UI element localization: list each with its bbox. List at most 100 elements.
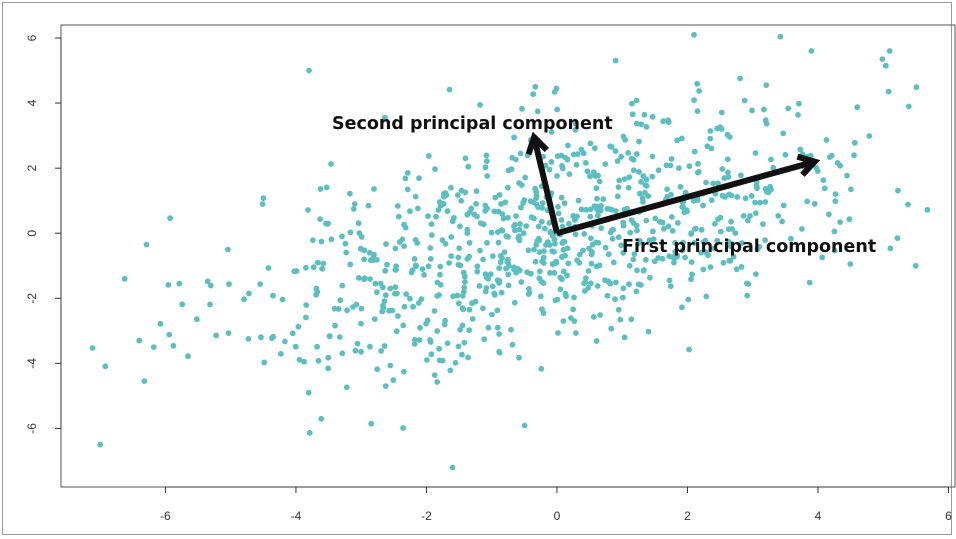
data-point	[616, 177, 623, 184]
data-point	[566, 171, 573, 178]
x-tick-label: -2	[421, 509, 432, 523]
data-point	[587, 173, 593, 180]
data-point	[625, 184, 632, 191]
data-point	[323, 184, 330, 191]
data-point	[459, 292, 466, 299]
data-point	[310, 264, 317, 271]
data-point	[642, 182, 649, 188]
data-point	[548, 159, 555, 165]
data-point	[620, 285, 627, 292]
data-point	[499, 211, 506, 218]
data-point	[353, 301, 360, 308]
data-point	[844, 172, 850, 179]
data-point	[97, 441, 104, 448]
data-point	[645, 193, 652, 200]
data-point	[643, 217, 650, 224]
data-point	[725, 169, 731, 176]
data-point	[854, 104, 861, 111]
data-point	[176, 280, 183, 287]
data-point	[672, 248, 679, 255]
data-point	[326, 333, 333, 340]
data-point	[799, 226, 805, 232]
data-point	[356, 275, 362, 281]
data-point	[539, 200, 546, 206]
data-point	[679, 247, 686, 254]
data-point	[694, 108, 701, 114]
data-point	[752, 210, 759, 217]
data-point	[306, 429, 313, 436]
data-point	[428, 221, 435, 228]
data-point	[431, 308, 438, 314]
data-point	[744, 292, 751, 299]
second-pc-label: Second principal component	[332, 114, 613, 134]
data-point	[559, 276, 565, 283]
data-point	[193, 316, 200, 323]
data-point	[269, 335, 275, 342]
data-point	[317, 216, 323, 223]
data-point	[455, 254, 462, 261]
data-point	[314, 343, 320, 350]
data-point	[565, 142, 571, 149]
data-point	[811, 200, 818, 207]
data-point	[762, 237, 768, 244]
data-point	[587, 213, 594, 220]
data-point	[570, 151, 577, 158]
data-point	[538, 218, 545, 225]
data-point	[580, 150, 587, 157]
data-point	[467, 209, 473, 215]
data-point	[775, 213, 782, 219]
data-point	[638, 121, 645, 128]
data-point	[866, 133, 873, 139]
data-point	[394, 203, 401, 209]
data-point	[602, 244, 609, 251]
data-point	[707, 135, 714, 142]
data-point	[425, 213, 431, 220]
data-point	[433, 213, 439, 220]
data-point	[530, 91, 537, 98]
data-point	[561, 200, 568, 207]
data-point	[652, 215, 659, 222]
data-point	[357, 245, 364, 252]
y-tick-label: 2	[25, 164, 39, 171]
data-point	[421, 272, 427, 278]
data-point	[540, 260, 547, 266]
data-point	[396, 239, 403, 246]
data-point	[679, 204, 686, 210]
data-point	[378, 348, 384, 354]
data-point	[303, 314, 309, 321]
data-point	[887, 245, 894, 252]
data-point	[504, 184, 511, 191]
data-point	[278, 350, 284, 357]
data-point	[643, 176, 650, 183]
data-point	[404, 170, 411, 176]
data-point	[597, 312, 603, 318]
data-point	[711, 245, 718, 252]
data-point	[879, 56, 886, 62]
data-point	[487, 271, 494, 278]
data-point	[381, 298, 388, 304]
data-point	[560, 318, 567, 324]
data-point	[407, 295, 413, 302]
data-point	[590, 314, 597, 320]
data-point	[551, 236, 558, 243]
data-point	[484, 239, 490, 246]
data-point	[690, 197, 697, 204]
data-point	[482, 271, 489, 278]
data-point	[462, 189, 469, 196]
data-point	[350, 206, 357, 212]
data-point	[649, 153, 656, 160]
data-point	[410, 303, 416, 310]
data-point	[628, 316, 635, 323]
data-point	[508, 326, 514, 333]
data-point	[561, 238, 568, 245]
data-point	[649, 173, 656, 180]
data-point	[485, 275, 492, 282]
data-point	[303, 302, 310, 308]
data-point	[549, 261, 556, 268]
data-point	[684, 208, 690, 215]
data-point	[459, 305, 466, 312]
data-point	[454, 292, 461, 299]
data-point	[894, 235, 901, 242]
data-point	[456, 245, 463, 252]
data-point	[381, 343, 388, 349]
